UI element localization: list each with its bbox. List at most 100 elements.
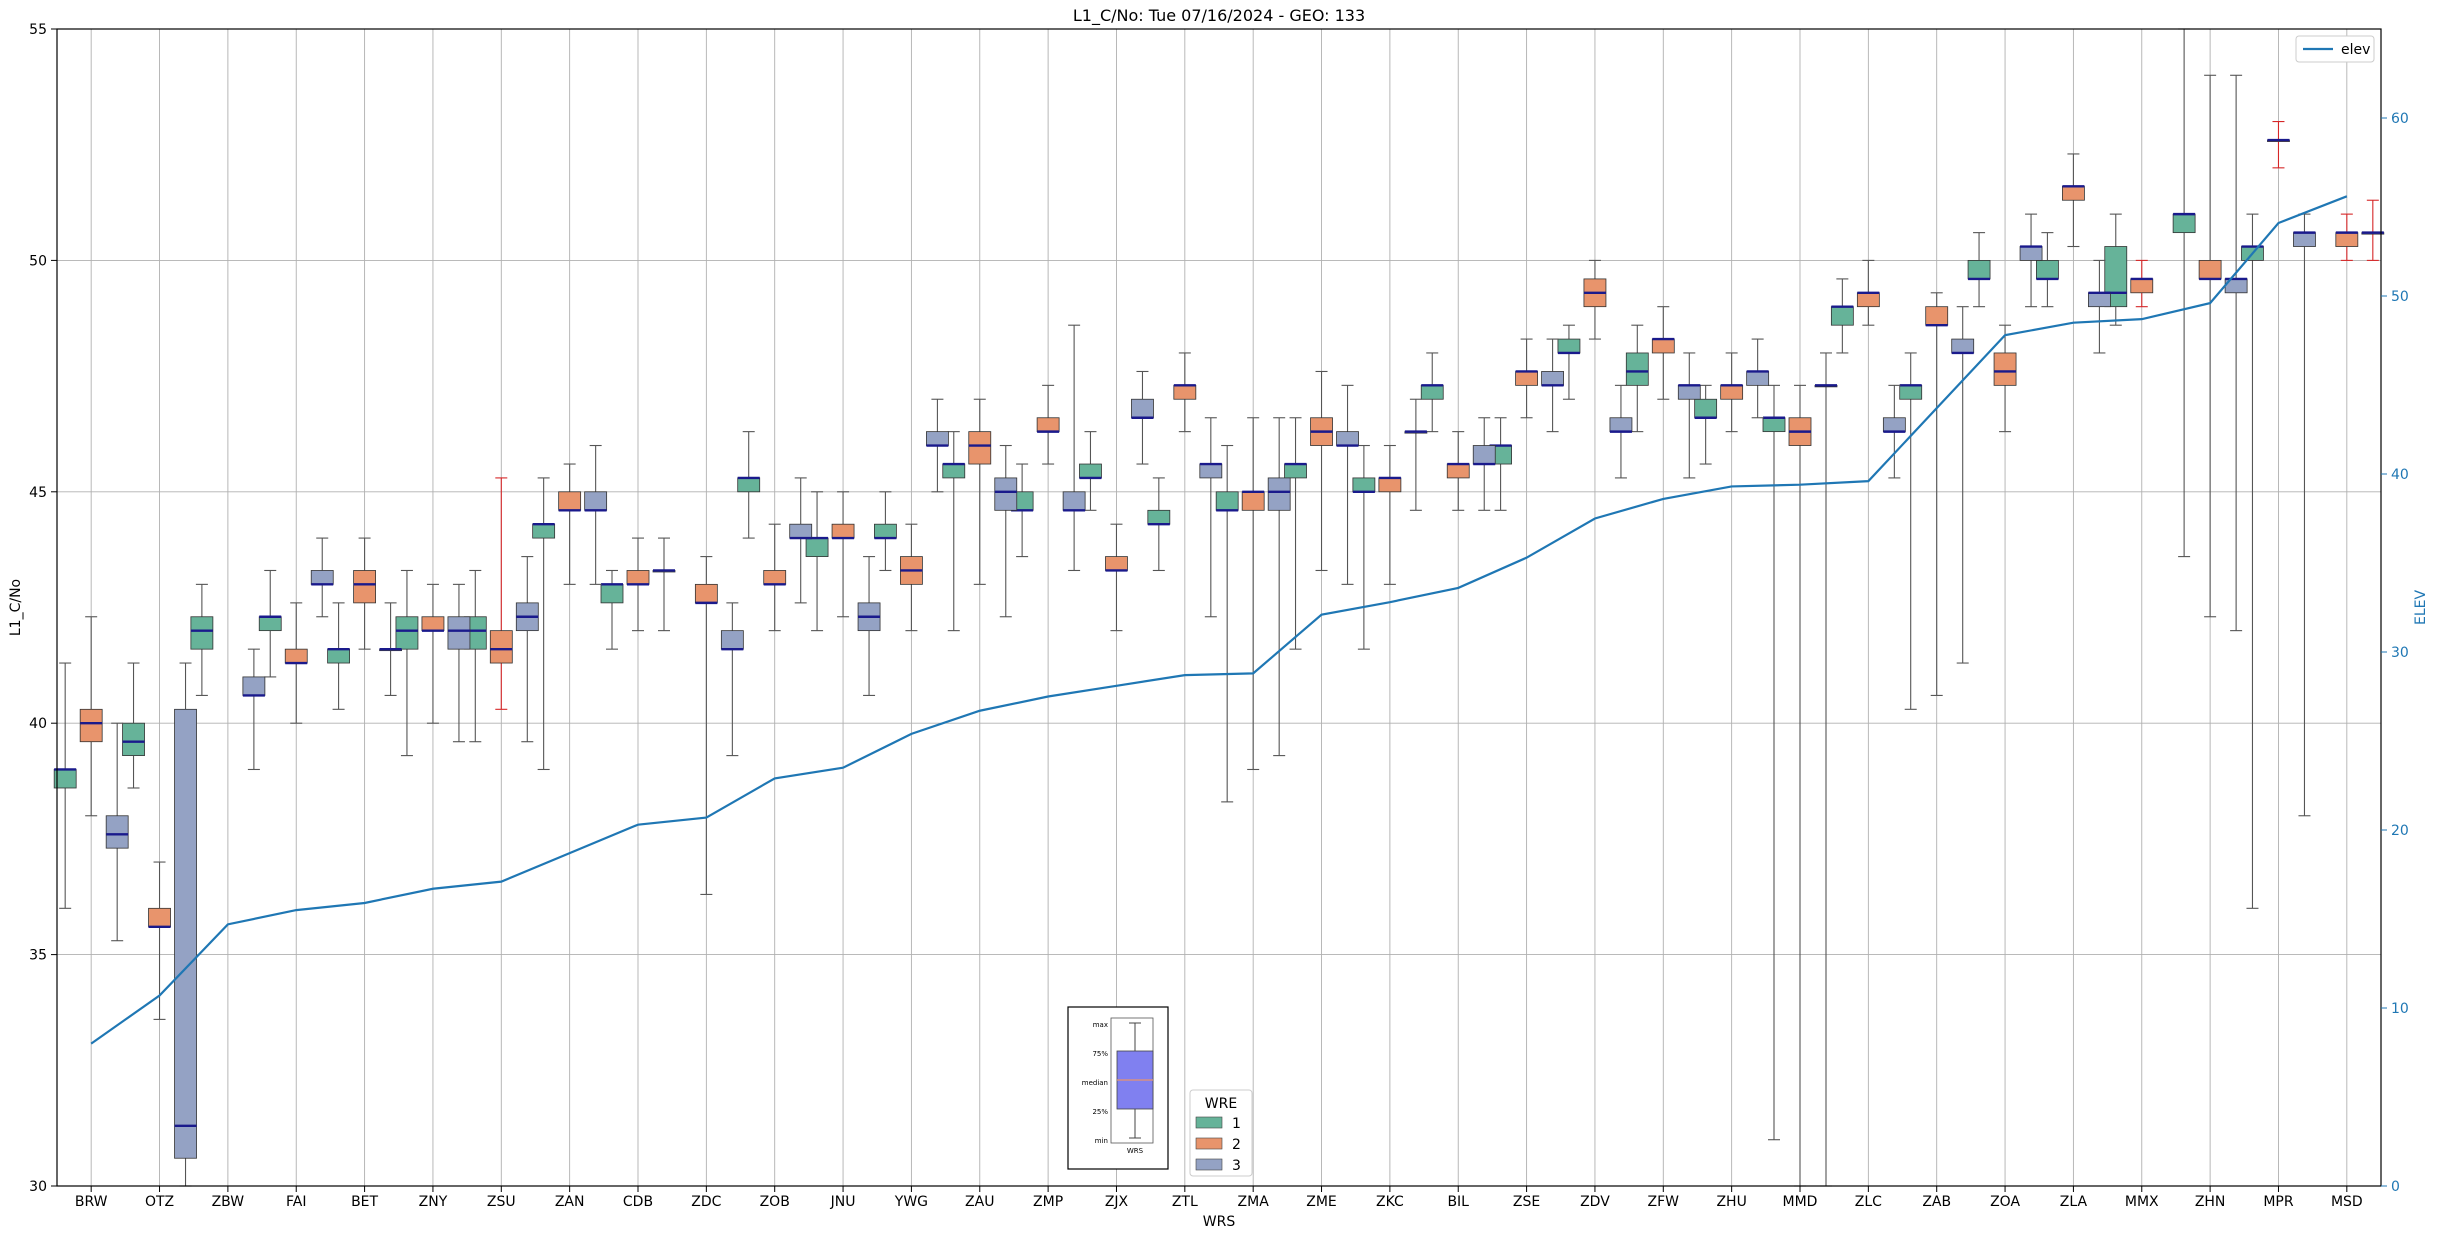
box-OTZ-wre1	[122, 662, 145, 789]
elev-legend-frame	[2295, 35, 2375, 63]
x-tick-label: ZAN	[555, 1194, 585, 1210]
box-ZHN-wre3	[2224, 74, 2248, 632]
wre-legend: WRE 1 2 3	[1189, 1089, 1253, 1177]
box-ZAU-wre1	[942, 431, 966, 632]
wre-legend-frame	[1189, 1089, 1253, 1177]
box-iqr	[805, 537, 829, 557]
box-CDB-wre2	[626, 537, 650, 632]
box-ZOB-wre1	[737, 431, 761, 539]
box-MMX-wre1	[2104, 213, 2128, 326]
box-ZKC-wre3	[1404, 398, 1428, 511]
y-tick-label: 30	[29, 1179, 47, 1195]
box-ZDV-wre2	[1583, 259, 1607, 340]
box-iqr	[2036, 259, 2059, 280]
x-tick-label: OTZ	[145, 1194, 174, 1210]
box-OTZ-wre2	[148, 861, 171, 1020]
box-iqr	[1147, 509, 1171, 525]
box-BET-wre2	[353, 537, 376, 650]
x-tick-label: MMD	[1783, 1194, 1818, 1210]
box-YWG-wre3	[926, 398, 949, 493]
box-ZJX-wre2	[1105, 523, 1128, 632]
box-ZOA-wre2	[1993, 324, 2017, 433]
box-ZLA-wre1	[2036, 232, 2059, 308]
box-ZMA-wre3	[1267, 417, 1291, 757]
x-tick-label: ZMA	[1238, 1194, 1270, 1210]
x-tick-label: MMX	[2125, 1194, 2159, 1210]
box-iqr	[148, 907, 171, 928]
box-iqr	[1925, 306, 1949, 326]
box-iqr	[763, 570, 787, 585]
box-ZTL-wre3	[1199, 417, 1223, 618]
key-label: 25%	[1092, 1108, 1108, 1116]
box-iqr	[395, 616, 419, 650]
box-ZHN-wre1	[2172, 28, 2196, 558]
box-iqr	[532, 523, 556, 539]
box-ZMA-wre2	[1241, 417, 1265, 771]
box-ZNY-wre1	[395, 569, 419, 757]
box-ZME-wre1	[1284, 417, 1307, 650]
x-tick-label: ZAB	[1922, 1194, 1951, 1210]
box-FAI-wre3	[310, 537, 334, 618]
box-iqr	[353, 570, 376, 604]
elev-legend: elev	[2295, 35, 2375, 63]
box-MPR-wre3	[2293, 213, 2316, 817]
box-plots	[53, 28, 2385, 1187]
x-tick-label: ZDV	[1580, 1194, 1610, 1210]
box-iqr	[1882, 417, 1906, 433]
box-ZAB-wre1	[1899, 352, 1923, 710]
box-ZAB-wre2	[1925, 292, 1949, 696]
box-CDB-wre3	[652, 537, 676, 632]
box-key-inset: max 75% median 25% min WRS	[1067, 1006, 1169, 1170]
box-BIL-wre2	[1446, 431, 1470, 511]
box-ZSU-wre2	[489, 477, 513, 710]
box-JNU-wre3	[857, 556, 881, 696]
box-ZDC-wre3	[720, 602, 744, 757]
box-iqr	[242, 676, 266, 696]
box-iqr	[1993, 352, 2017, 386]
wre-legend-label-3: 3	[1232, 1158, 1241, 1174]
box-iqr	[694, 583, 718, 604]
y-tick-label: 55	[29, 22, 47, 38]
box-iqr	[1062, 491, 1086, 511]
chart-title: L1_C/No: Tue 07/16/2024 - GEO: 133	[1073, 6, 1365, 26]
box-iqr	[327, 648, 350, 664]
box-ZME-wre3	[1336, 384, 1359, 585]
x-tick-label: ZNY	[419, 1194, 448, 1210]
box-iqr	[1557, 338, 1581, 354]
x-tick-label: ZSE	[1513, 1194, 1540, 1210]
box-iqr	[2335, 232, 2359, 247]
box-ZME-wre2	[1310, 370, 1333, 572]
box-ZLA-wre3	[2088, 259, 2111, 354]
plot-frame	[56, 28, 2382, 1187]
box-BRW-wre3	[105, 722, 129, 942]
elev-legend-label: elev	[2341, 42, 2370, 58]
box-iqr	[942, 463, 966, 479]
box-iqr	[1625, 352, 1649, 386]
box-ZHN-wre2	[2198, 74, 2222, 618]
x-tick-label: CDB	[623, 1194, 653, 1210]
box-iqr	[1856, 292, 1880, 308]
box-iqr	[720, 630, 744, 650]
box-ZOA-wre1	[1967, 232, 1991, 308]
box-iqr	[310, 570, 334, 585]
box-iqr	[1105, 556, 1128, 571]
box-iqr	[1541, 371, 1564, 386]
box-iqr	[874, 523, 897, 539]
key-label: min	[1095, 1137, 1108, 1145]
box-iqr	[284, 648, 308, 664]
box-iqr	[968, 431, 992, 465]
x-axis-label: WRS	[1203, 1214, 1236, 1230]
box-FAI-wre2	[284, 602, 308, 724]
y-tick-label: 40	[29, 716, 47, 732]
box-ZOB-wre2	[763, 523, 787, 632]
x-tick-label: ZHU	[1716, 1194, 1746, 1210]
box-ZAN-wre1	[532, 477, 556, 771]
right-y-tick-label: 50	[2391, 289, 2409, 305]
box-ZDV-wre1	[1557, 324, 1581, 400]
x-tick-label: YWG	[894, 1194, 928, 1210]
box-iqr	[1036, 417, 1060, 433]
box-iqr	[1079, 463, 1102, 479]
box-ZDC-wre2	[694, 556, 718, 895]
box-FAI-wre1	[258, 569, 282, 678]
